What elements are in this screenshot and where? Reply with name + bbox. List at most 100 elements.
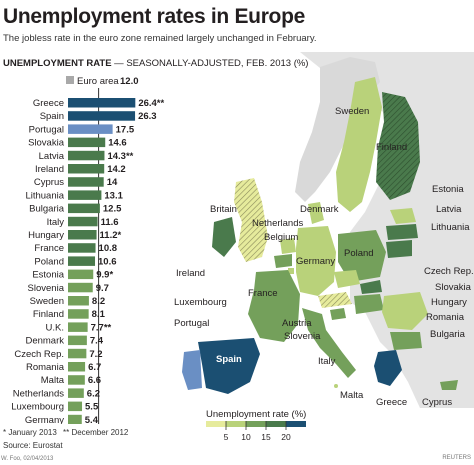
italy-shape [302,308,356,378]
euro-area-value: 12.0 [120,76,139,87]
bar-value: 11.2* [100,230,122,241]
bar-value: 9.7 [96,283,109,294]
bar-value: 14.3** [107,151,133,162]
bar [68,230,97,240]
country-label: Spain [216,354,242,365]
latvia-shape [386,224,418,240]
cyprus-shape [440,380,458,390]
bar [68,111,136,121]
bar-label: Lithuania [25,190,64,201]
bar-label: Sweden [30,296,64,307]
country-label: Slovakia [435,282,472,293]
bar-label: Slovenia [28,283,65,294]
bar-value: 6.6 [88,375,101,386]
country-label: Finland [376,142,407,153]
bar [68,414,82,424]
bar-label: Spain [40,111,64,122]
country-label: Belgium [264,232,298,243]
bar [68,256,96,266]
bar-value: 11.6 [101,217,119,228]
czech-shape [334,270,360,288]
bar [68,137,106,148]
legend-tick: 5 [224,432,229,442]
bar-label: Czech Rep. [14,349,64,360]
malta-shape [334,384,338,388]
netherlands-shape [280,238,296,254]
bar-label: Luxembourg [11,402,64,413]
euro-area-swatch [66,76,74,84]
country-label: Bulgaria [430,329,466,340]
country-label: Hungary [431,297,467,308]
legend-tick: 10 [241,432,251,442]
chart-title: Unemployment rates in Europe [3,5,305,28]
country-label: Luxembourg [174,297,227,308]
bar [68,98,136,108]
bar-label: Portugal [29,124,64,135]
country-label: Estonia [432,184,464,195]
bar [68,190,102,200]
bar [68,177,104,187]
legend-swatch-1 [226,421,246,427]
legend-swatch-3 [266,421,286,427]
bar [68,124,113,134]
bar-label: Netherlands [13,388,64,399]
bar [68,322,88,332]
country-label: Greece [376,397,407,408]
legend-tick: 15 [261,432,271,442]
bar-value: 10.8 [99,243,118,254]
country-label: Portugal [174,318,209,329]
bar-label: Slovakia [28,138,65,149]
bar [68,335,87,346]
legend-swatch-4 [286,421,306,427]
country-label: Latvia [436,204,462,215]
bar-label: France [34,243,64,254]
bar-value: 6.7 [88,362,101,373]
lithuania-shape [386,240,412,258]
country-label: Austria [282,318,312,329]
country-label: Czech Rep. [424,266,474,277]
romania-shape [382,292,428,330]
bar-value: 9.9* [96,270,113,281]
bar [68,269,94,280]
austria-shape [318,292,352,308]
belgium-shape [274,254,292,268]
legend-title: Unemployment rate (%) [206,409,307,420]
bar [68,216,98,227]
bar-label: U.K. [46,322,64,333]
country-label: Malta [340,390,364,401]
france-shape [248,270,300,342]
bar-label: Germany [25,415,64,424]
spain-shape [198,338,260,394]
rate-heading-bold: UNEMPLOYMENT RATE [3,58,112,69]
country-label: Britain [210,204,237,215]
bar-label: Poland [34,256,64,267]
bar-value: 7.2 [89,349,102,360]
europe-map: Sweden Finland Estonia Latvia Lithuania Brita… [174,52,474,408]
bar-label: Ireland [35,164,64,175]
greece-shape [374,350,402,386]
bar [68,309,89,319]
bar-value: 10.6 [98,256,117,267]
bar-value: 14.6 [108,138,127,149]
sweden-shape [336,77,382,212]
bar-label: Finland [33,309,64,320]
country-label: Cyprus [422,397,452,408]
legend-tick: 20 [281,432,291,442]
bar [68,348,87,359]
bar-value: 6.2 [87,388,100,399]
bar-value: 8.2 [92,296,105,307]
bar-label: Latvia [39,151,65,162]
country-label: Ireland [176,268,205,279]
bar [68,296,89,306]
bulgaria-shape [390,332,422,350]
rate-heading-rest: — SEASONALLY-ADJUSTED, FEB. 2013 (%) [111,58,309,69]
legend-swatch-0 [206,421,226,427]
bar-label: Malta [41,375,65,386]
footnote-january: * January 2013 [3,428,57,437]
luxembourg-shape [288,268,294,274]
bar-value: 14.2 [107,164,126,175]
bar [68,164,105,174]
bar [68,362,86,372]
bar-value: 12.5 [103,204,122,215]
bar-label: Hungary [28,230,64,241]
